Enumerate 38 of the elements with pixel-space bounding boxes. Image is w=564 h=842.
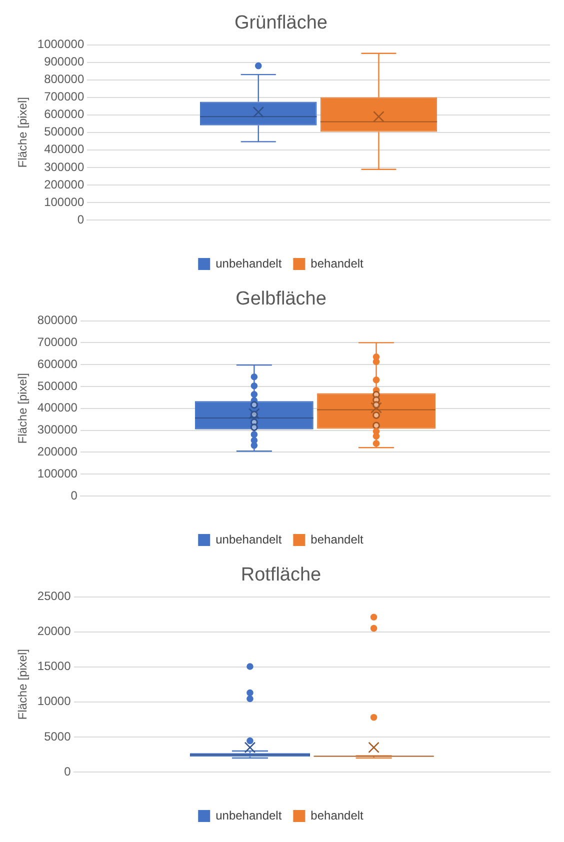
y-tick-label: 0 [64, 764, 72, 778]
chart-title: Gelbfläche [236, 288, 326, 310]
y-tick-label: 600000 [44, 107, 84, 122]
legend-label: behandelt [310, 532, 364, 546]
y-tick-label: 600000 [37, 356, 78, 371]
y-axis-title: Fläche [pixel] [16, 373, 30, 444]
y-tick-label: 900000 [44, 54, 84, 69]
y-tick-label: 500000 [37, 378, 78, 393]
y-axis-title: Fläche [pixel] [16, 649, 30, 720]
chart-title: Grünfläche [234, 12, 328, 34]
y-tick-label: 700000 [37, 335, 78, 350]
y-tick-label: 400000 [44, 142, 84, 156]
y-tick-label: 15000 [37, 659, 72, 674]
y-tick-label: 0 [77, 212, 84, 226]
legend-label: unbehandelt [216, 532, 282, 546]
y-tick-label: 800000 [37, 313, 78, 328]
legend-label: unbehandelt [216, 808, 282, 822]
y-tick-label: 0 [70, 488, 78, 502]
y-tick-label: 5000 [44, 729, 72, 744]
y-tick-label: 300000 [37, 422, 78, 437]
y-tick-label: 300000 [44, 160, 84, 174]
y-axis-title: Fläche [pixel] [16, 97, 30, 168]
legend-label: behandelt [310, 808, 364, 822]
y-tick-label: 10000 [37, 694, 72, 708]
y-tick-label: 200000 [44, 177, 84, 192]
legend-label: behandelt [310, 256, 364, 270]
y-tick-label: 400000 [37, 400, 78, 415]
y-tick-label: 500000 [44, 124, 84, 139]
chart-title: Rotfläche [240, 564, 322, 586]
y-tick-label: 20000 [37, 624, 72, 638]
y-tick-label: 1000000 [37, 37, 84, 52]
y-tick-label: 100000 [44, 194, 84, 209]
y-tick-label: 800000 [44, 72, 84, 86]
y-tick-label: 25000 [37, 589, 72, 604]
y-tick-label: 700000 [44, 90, 84, 104]
y-tick-label: 200000 [37, 444, 78, 459]
y-tick-label: 100000 [37, 466, 78, 480]
legend-label: unbehandelt [216, 256, 282, 270]
